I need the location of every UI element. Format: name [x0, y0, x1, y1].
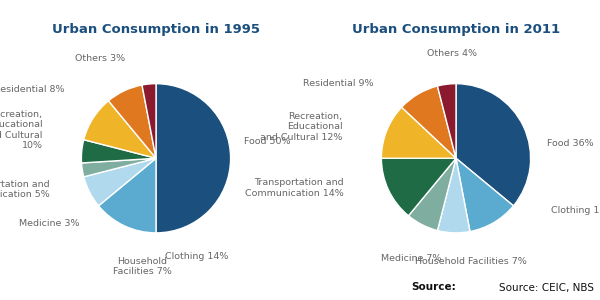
Wedge shape	[456, 158, 514, 232]
Wedge shape	[84, 158, 156, 206]
Wedge shape	[82, 158, 156, 177]
Text: Source:: Source:	[411, 283, 456, 292]
Title: Urban Consumption in 1995: Urban Consumption in 1995	[52, 23, 260, 36]
Wedge shape	[382, 158, 456, 216]
Wedge shape	[437, 84, 456, 158]
Text: Others 3%: Others 3%	[74, 54, 125, 63]
Text: Recreation,
Educational
and Cultural
10%: Recreation, Educational and Cultural 10%	[0, 110, 43, 150]
Wedge shape	[84, 101, 156, 158]
Wedge shape	[156, 84, 230, 233]
Wedge shape	[109, 85, 156, 158]
Wedge shape	[437, 158, 470, 233]
Wedge shape	[98, 158, 156, 233]
Text: Household Facilities 7%: Household Facilities 7%	[415, 257, 527, 266]
Text: Food 50%: Food 50%	[244, 137, 290, 146]
Title: Urban Consumption in 2011: Urban Consumption in 2011	[352, 23, 560, 36]
Text: Residential 9%: Residential 9%	[304, 79, 374, 88]
Text: Others 4%: Others 4%	[427, 49, 477, 58]
Text: Transportation and
Communication 14%: Transportation and Communication 14%	[245, 178, 344, 198]
Text: Transportation and
Communication 5%: Transportation and Communication 5%	[0, 180, 50, 199]
Wedge shape	[409, 158, 456, 230]
Text: Clothing 14%: Clothing 14%	[166, 251, 229, 260]
Wedge shape	[382, 107, 456, 158]
Text: Medicine 7%: Medicine 7%	[381, 254, 442, 263]
Text: Source: CEIC, NBS: Source: CEIC, NBS	[499, 283, 594, 292]
Wedge shape	[401, 86, 456, 158]
Text: Residential 8%: Residential 8%	[0, 85, 65, 94]
Wedge shape	[142, 84, 156, 158]
Text: Household
Facilities 7%: Household Facilities 7%	[113, 257, 172, 276]
Wedge shape	[82, 140, 156, 163]
Text: Food 36%: Food 36%	[547, 139, 593, 148]
Wedge shape	[456, 84, 530, 206]
Text: Medicine 3%: Medicine 3%	[19, 219, 80, 228]
Text: Recreation,
Educational
and Cultural 12%: Recreation, Educational and Cultural 12%	[260, 112, 343, 142]
Text: Clothing 11%: Clothing 11%	[551, 206, 600, 215]
